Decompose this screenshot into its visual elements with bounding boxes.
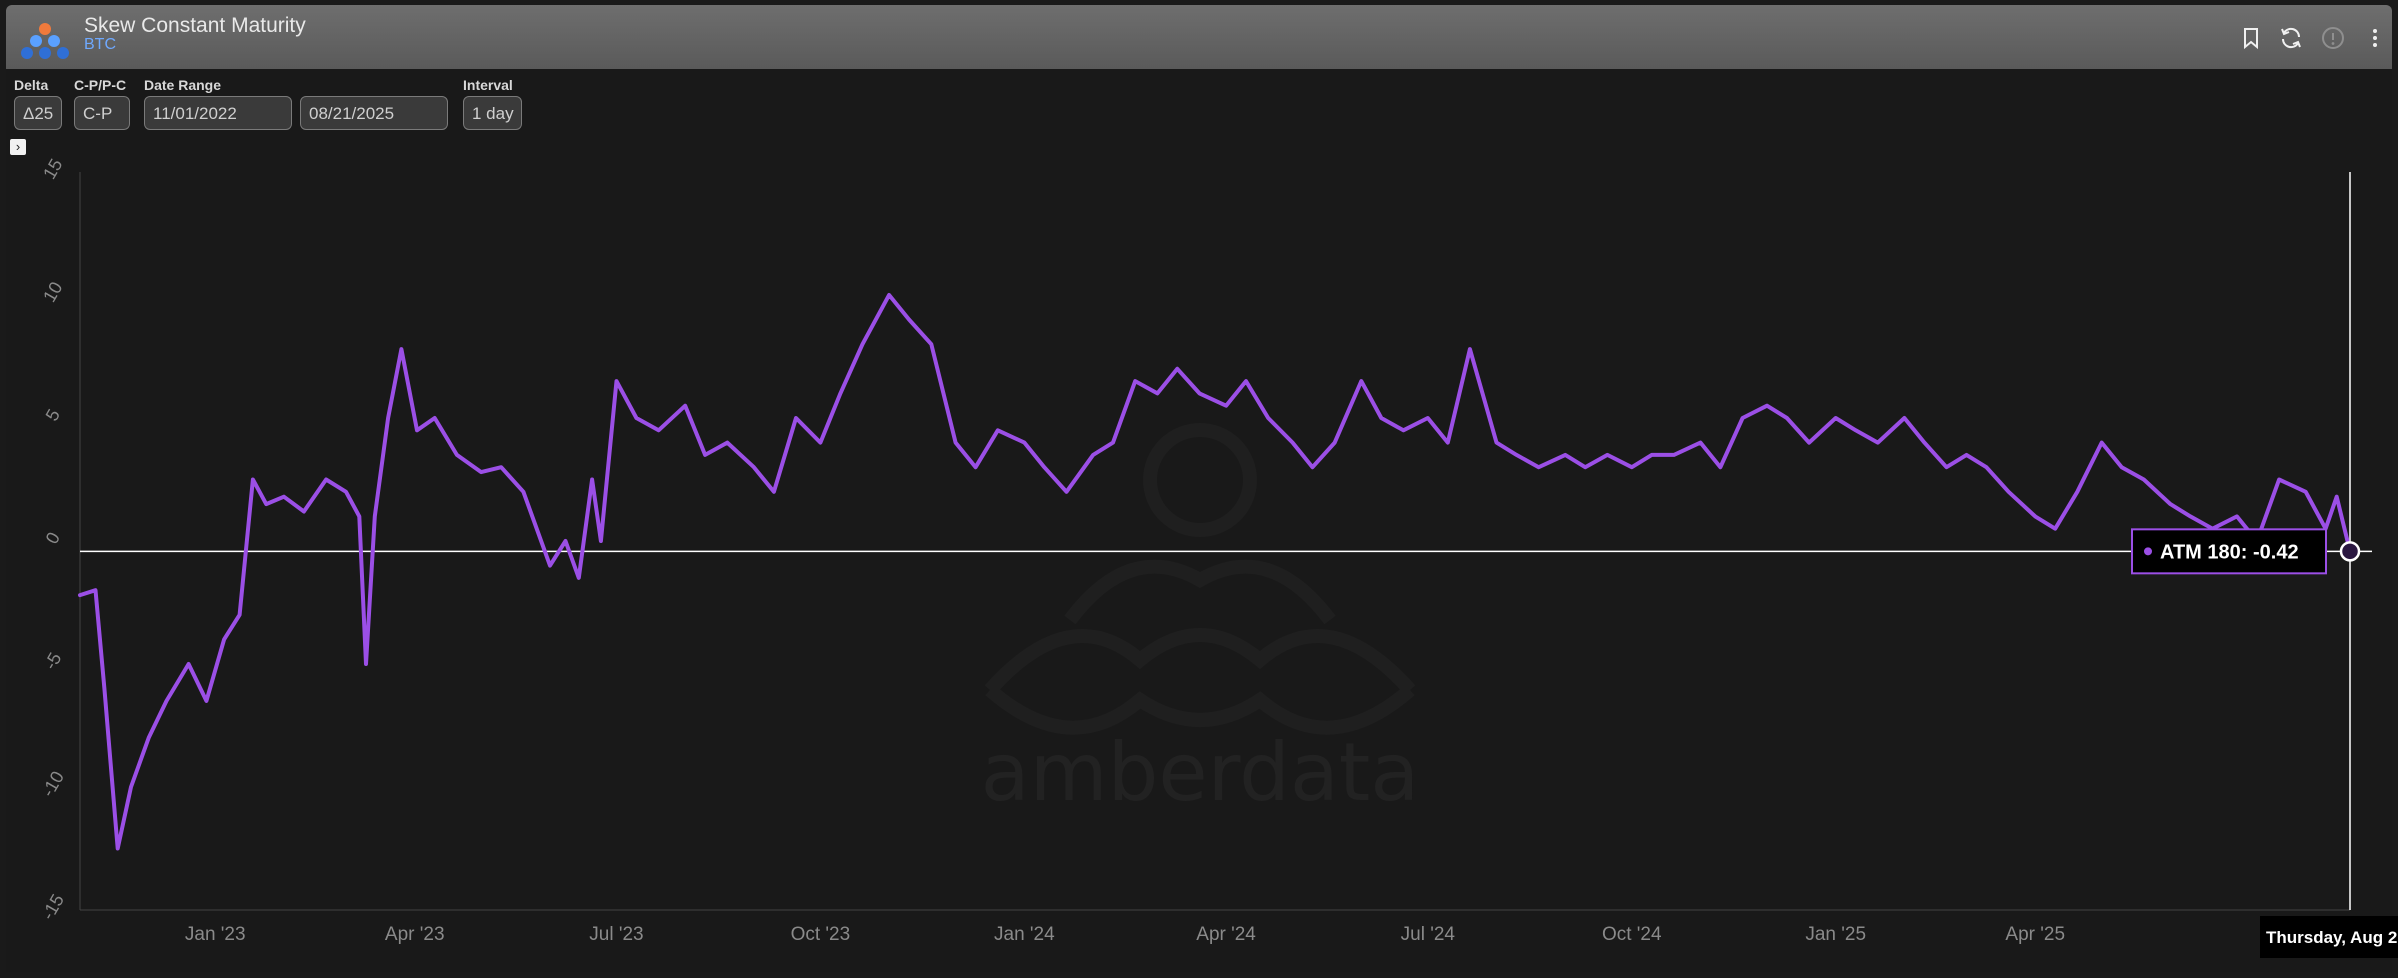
y-tick-label: 5 bbox=[42, 406, 64, 425]
watermark-logo bbox=[984, 423, 1416, 735]
refresh-icon[interactable] bbox=[2278, 25, 2304, 51]
x-tick-label: Oct '23 bbox=[791, 924, 851, 945]
y-tick-label: -10 bbox=[38, 768, 68, 801]
interval-label: Interval bbox=[463, 77, 513, 93]
cp-label: C-P/P-C bbox=[74, 77, 127, 93]
x-tick-label: Apr '25 bbox=[2005, 924, 2065, 945]
tooltip-series-dot bbox=[2144, 547, 2152, 556]
date-tooltip: Thursday, Aug 21, 2025 bbox=[2260, 916, 2398, 958]
tooltip-text: ATM 180: -0.42 bbox=[2160, 541, 2299, 563]
delta-select[interactable]: Δ25 bbox=[14, 96, 62, 130]
bookmark-icon[interactable] bbox=[2238, 25, 2264, 51]
series-line-atm180 bbox=[78, 293, 2352, 851]
tooltip-value: -0.42 bbox=[2253, 541, 2299, 563]
expand-toggle-icon[interactable]: › bbox=[10, 139, 26, 155]
y-tick-label: 0 bbox=[42, 529, 64, 548]
x-tick-label: Jul '23 bbox=[589, 924, 643, 945]
tooltip-box bbox=[2131, 528, 2327, 575]
widget-subtitle: BTC bbox=[84, 36, 116, 53]
date-tooltip-box bbox=[2260, 916, 2398, 958]
y-tick-label: -15 bbox=[38, 891, 68, 924]
date-range-label: Date Range bbox=[144, 77, 222, 93]
x-tick-label: Jan '25 bbox=[1805, 924, 1866, 945]
x-tick-label: Apr '24 bbox=[1196, 924, 1256, 945]
widget-header: Skew Constant Maturity BTC bbox=[6, 5, 2392, 69]
watermark-text: amberdata bbox=[981, 726, 1420, 819]
axes: -15 -10 -5 0 5 10 15 Jan '23 Apr '23 Jul '23 Oct '… bbox=[38, 155, 2350, 945]
y-tick-label: -5 bbox=[40, 649, 65, 673]
hover-point bbox=[2339, 541, 2361, 562]
x-tick-label: Jan '23 bbox=[185, 924, 246, 945]
date-end-input[interactable]: 08/21/2025 bbox=[300, 96, 448, 130]
chart-panel bbox=[6, 69, 2392, 972]
widget-title: Skew Constant Maturity bbox=[84, 14, 306, 37]
interval-select[interactable]: 1 day bbox=[463, 96, 522, 130]
tooltip-series-label: ATM 180: bbox=[2160, 541, 2253, 563]
delta-label: Delta bbox=[14, 77, 49, 93]
y-tick-label: 15 bbox=[39, 155, 66, 182]
more-vertical-icon[interactable] bbox=[2362, 25, 2388, 51]
cp-select[interactable]: C-P bbox=[74, 96, 130, 130]
x-tick-label: Jan '24 bbox=[994, 924, 1055, 945]
y-tick-label: 10 bbox=[39, 278, 66, 305]
tooltip: ATM 180: -0.42 bbox=[2131, 528, 2327, 575]
x-tick-label: Oct '24 bbox=[1602, 924, 1662, 945]
date-start-input[interactable]: 11/01/2022 bbox=[144, 96, 292, 130]
info-icon[interactable] bbox=[2320, 25, 2346, 51]
date-tooltip-text: Thursday, Aug 21, 2025 bbox=[2266, 928, 2398, 947]
x-tick-label: Apr '23 bbox=[385, 924, 445, 945]
amberdata-logo-icon bbox=[21, 23, 69, 59]
x-tick-label: Jul '24 bbox=[1401, 924, 1456, 945]
